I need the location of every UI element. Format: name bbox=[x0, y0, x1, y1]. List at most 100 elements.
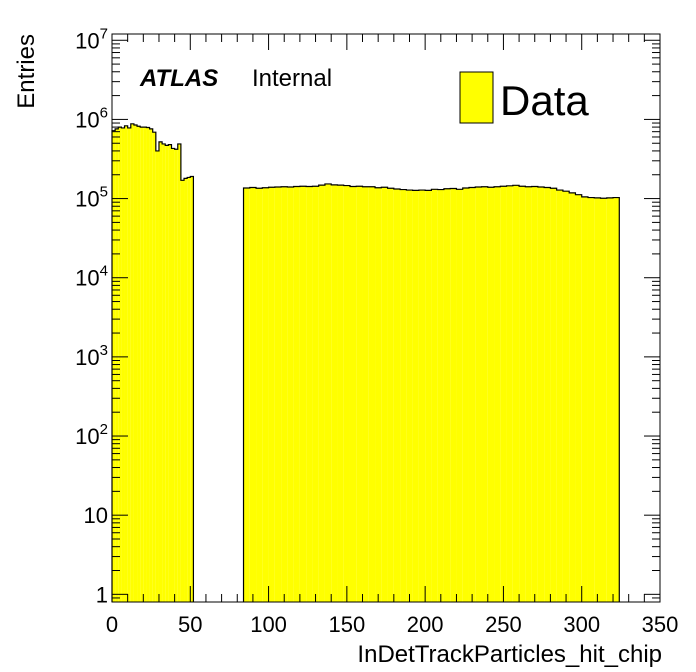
histogram-bin bbox=[299, 186, 307, 602]
histogram-bin bbox=[158, 141, 163, 602]
y-tick-labels: 1 10 102 103 104 105 106 107 bbox=[75, 25, 108, 607]
y-axis-title: Entries bbox=[13, 34, 40, 109]
plot-frame bbox=[111, 33, 661, 603]
histogram-bin bbox=[550, 188, 557, 602]
legend-label: Data bbox=[500, 77, 589, 124]
histogram-bin bbox=[400, 189, 407, 602]
histogram-bin bbox=[174, 149, 178, 602]
histogram-bin bbox=[581, 196, 588, 602]
histogram-bin bbox=[544, 187, 551, 602]
histogram-bin bbox=[121, 127, 125, 602]
histogram-bin bbox=[337, 185, 344, 602]
histogram-bin bbox=[262, 187, 269, 602]
histogram-outline bbox=[111, 123, 195, 602]
histogram-bin bbox=[152, 132, 156, 602]
histogram-bin bbox=[162, 143, 166, 603]
histogram-bin bbox=[606, 197, 614, 602]
histogram-bin bbox=[180, 180, 185, 602]
histogram-bin bbox=[312, 186, 319, 602]
histogram-bin bbox=[318, 185, 325, 602]
histogram-bin bbox=[368, 186, 376, 602]
y-tick-label: 107 bbox=[75, 25, 108, 53]
histogram-bars bbox=[111, 123, 620, 603]
x-tick-label: 50 bbox=[178, 612, 202, 637]
histogram-bin bbox=[431, 189, 438, 602]
histogram-bin bbox=[343, 185, 350, 603]
histogram-bin bbox=[155, 150, 159, 603]
histogram-bin bbox=[412, 190, 419, 602]
histogram-bin bbox=[381, 187, 388, 602]
y-tick-label: 105 bbox=[75, 184, 108, 212]
histogram-bin bbox=[500, 186, 507, 602]
histogram-bin bbox=[425, 190, 432, 602]
x-axis-title: InDetTrackParticles_hit_chip bbox=[357, 641, 662, 668]
histogram-bin bbox=[393, 189, 401, 602]
x-tick-label: 200 bbox=[407, 612, 444, 637]
histogram-bin bbox=[149, 128, 153, 603]
histogram-bin bbox=[249, 187, 257, 602]
histogram-bin bbox=[613, 197, 620, 602]
histogram-bin bbox=[268, 187, 275, 602]
x-tick-label: 300 bbox=[563, 612, 600, 637]
histogram-bin bbox=[137, 126, 141, 602]
y-tick-label: 1 bbox=[96, 582, 108, 607]
y-tick-label: 10 bbox=[84, 503, 108, 528]
x-tick-label: 350 bbox=[642, 612, 679, 637]
histogram-bin bbox=[456, 189, 463, 602]
histogram-bin bbox=[562, 191, 570, 602]
y-tick-label: 104 bbox=[75, 263, 108, 291]
histogram-bin bbox=[475, 187, 482, 602]
y-tick-label: 102 bbox=[75, 421, 108, 449]
histogram-bin bbox=[525, 186, 532, 602]
histogram-bin bbox=[537, 187, 545, 602]
histogram-bin bbox=[256, 188, 263, 602]
histogram-bin bbox=[165, 145, 169, 602]
x-tick-labels: 0 50 100 150 200 250 300 350 bbox=[106, 612, 678, 637]
y-tick-label: 103 bbox=[75, 342, 108, 370]
histogram-bin bbox=[375, 187, 382, 602]
histogram-bin bbox=[519, 186, 526, 602]
histogram-bin bbox=[281, 186, 288, 602]
histogram-bin bbox=[274, 187, 282, 602]
histogram-bin bbox=[462, 188, 469, 602]
histogram-bin bbox=[243, 188, 250, 602]
legend: Data bbox=[459, 71, 589, 124]
y-tick-label: 106 bbox=[75, 104, 108, 132]
x-tick-label: 0 bbox=[106, 612, 118, 637]
histogram-bin bbox=[146, 127, 150, 603]
histogram-bin bbox=[494, 186, 501, 602]
atlas-label-internal: Internal bbox=[252, 65, 332, 92]
histogram-bin bbox=[356, 186, 363, 602]
x-tick-label: 100 bbox=[250, 612, 287, 637]
histogram-bin bbox=[556, 190, 563, 602]
histogram-bin bbox=[168, 144, 172, 603]
histogram-bin bbox=[450, 188, 457, 602]
y-axis-ticks bbox=[112, 39, 660, 603]
histogram-bin bbox=[127, 127, 131, 602]
histogram-bin bbox=[331, 184, 338, 602]
histogram-bin bbox=[293, 186, 300, 602]
x-tick-label: 250 bbox=[485, 612, 522, 637]
histogram-outline bbox=[242, 183, 620, 602]
histogram-bin bbox=[143, 127, 147, 602]
histogram-bin bbox=[418, 190, 426, 602]
histogram-bin bbox=[124, 125, 128, 603]
histogram-bin bbox=[184, 178, 188, 602]
histogram-bin bbox=[569, 192, 576, 602]
histogram-bin bbox=[133, 125, 138, 602]
histogram-bin bbox=[594, 197, 601, 602]
histogram-bin bbox=[512, 185, 520, 602]
x-tick-label: 150 bbox=[328, 612, 365, 637]
histogram-bin bbox=[190, 176, 194, 602]
histogram-bin bbox=[362, 186, 369, 602]
histogram-bin bbox=[324, 183, 332, 602]
histogram-bin bbox=[481, 186, 488, 602]
histogram-bin bbox=[487, 187, 495, 602]
histogram-bin bbox=[406, 190, 413, 602]
histogram-bin bbox=[306, 186, 313, 602]
histogram-bin bbox=[506, 185, 513, 603]
histogram-bin bbox=[115, 128, 119, 603]
histogram-bin bbox=[130, 123, 134, 602]
histogram-bin bbox=[575, 194, 582, 602]
